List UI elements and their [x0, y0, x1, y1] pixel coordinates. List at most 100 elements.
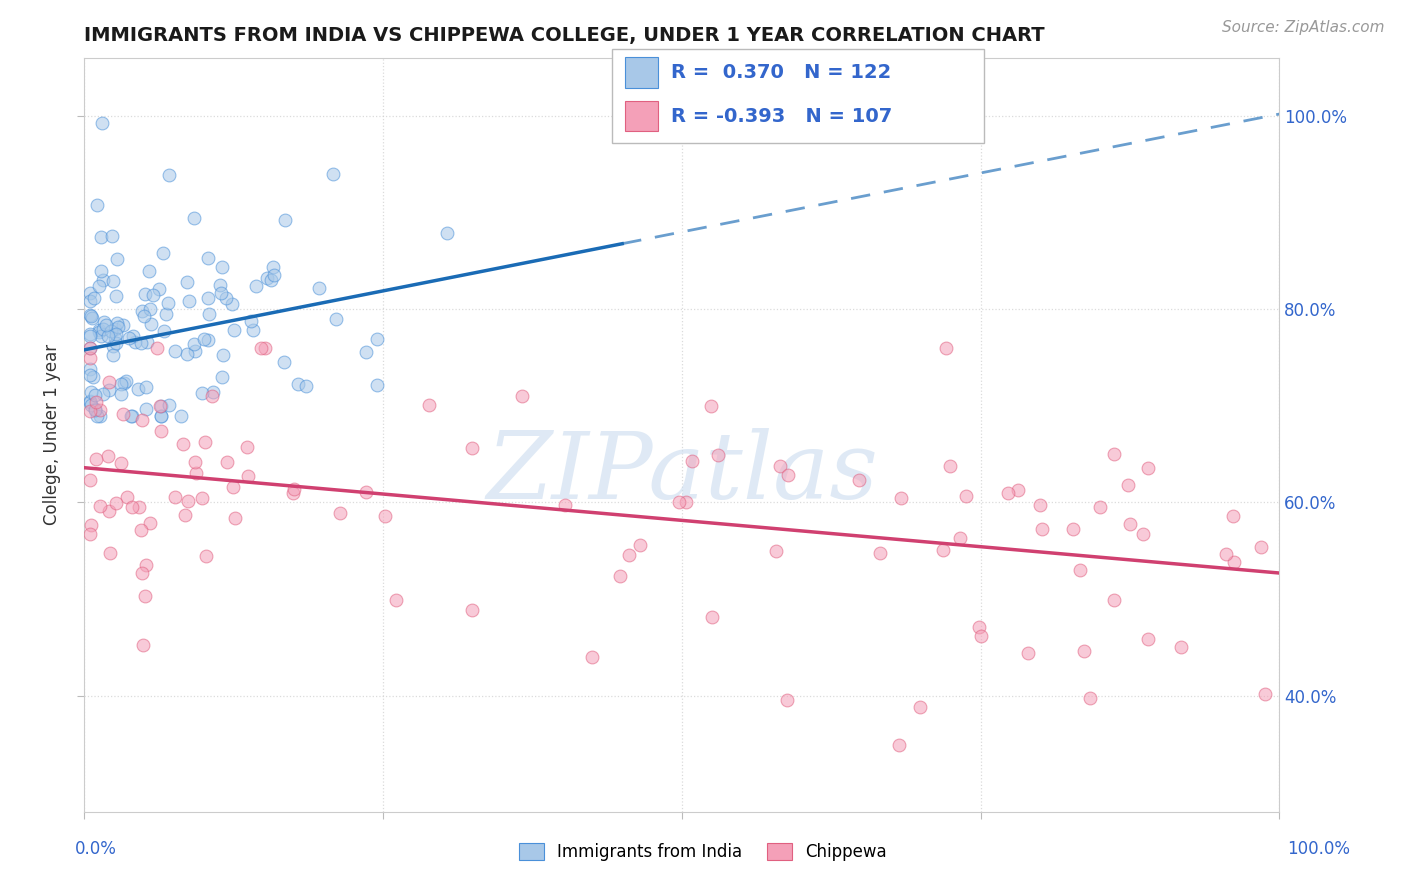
Point: [1118, 517, 1140, 532]
Text: ZIPatlas: ZIPatlas: [486, 427, 877, 517]
Point: [135, 334, 157, 349]
Point: [84, 402, 107, 417]
Point: [82, 311, 104, 326]
Point: [184, 455, 207, 469]
Point: [194, 549, 217, 563]
Point: [107, 320, 129, 334]
Y-axis label: College, Under 1 year: College, Under 1 year: [44, 344, 62, 525]
Point: [183, 211, 205, 226]
Text: 100.0%: 100.0%: [1288, 840, 1350, 858]
Point: [970, 629, 993, 643]
Point: [176, 275, 198, 289]
Point: [110, 376, 132, 391]
Point: [322, 167, 344, 181]
Point: [87, 278, 110, 293]
Point: [89, 499, 111, 513]
Point: [776, 693, 799, 707]
Point: [221, 296, 243, 310]
Text: R =  0.370   N = 122: R = 0.370 N = 122: [671, 63, 891, 82]
Point: [101, 274, 124, 288]
Point: [177, 294, 200, 309]
Point: [165, 343, 187, 358]
Text: 0.0%: 0.0%: [75, 840, 117, 858]
Point: [554, 498, 576, 512]
Point: [242, 323, 264, 337]
Point: [260, 273, 283, 287]
Point: [1137, 460, 1160, 475]
Point: [274, 213, 297, 227]
Point: [83, 291, 105, 305]
Point: [79, 341, 101, 355]
Point: [183, 343, 205, 358]
Point: [134, 589, 156, 603]
Point: [461, 603, 484, 617]
Point: [149, 424, 172, 438]
Point: [325, 312, 347, 326]
Point: [157, 296, 180, 310]
Point: [967, 620, 990, 634]
Point: [890, 491, 912, 506]
Point: [97, 449, 120, 463]
Point: [131, 335, 153, 350]
Point: [461, 441, 484, 455]
Point: [869, 545, 891, 559]
Legend: Immigrants from India, Chippewa: Immigrants from India, Chippewa: [512, 836, 894, 868]
Point: [97, 329, 120, 343]
Point: [700, 399, 723, 413]
Point: [105, 496, 128, 510]
Point: [224, 511, 246, 525]
Point: [191, 385, 214, 400]
Point: [955, 489, 977, 503]
Point: [149, 409, 172, 423]
Point: [510, 389, 533, 403]
Point: [121, 500, 143, 514]
Point: [79, 518, 101, 533]
Point: [90, 329, 112, 343]
Point: [675, 494, 697, 508]
Point: [1073, 644, 1095, 658]
Point: [80, 398, 103, 412]
Point: [1222, 556, 1244, 570]
Point: [79, 351, 101, 365]
Point: [79, 329, 101, 343]
Point: [131, 566, 153, 581]
Point: [138, 264, 160, 278]
Point: [217, 455, 239, 469]
Point: [91, 386, 114, 401]
Point: [79, 327, 101, 342]
Point: [104, 335, 127, 350]
Point: [197, 333, 219, 347]
Point: [222, 323, 245, 337]
Point: [110, 456, 132, 470]
Point: [89, 409, 111, 423]
Point: [132, 638, 155, 652]
Point: [374, 509, 396, 524]
Point: [328, 506, 350, 520]
Point: [105, 316, 128, 330]
Point: [152, 246, 174, 260]
Point: [91, 322, 114, 336]
Point: [127, 382, 149, 396]
Point: [191, 491, 214, 505]
Point: [79, 473, 101, 487]
Point: [609, 569, 631, 583]
Text: IMMIGRANTS FROM INDIA VS CHIPPEWA COLLEGE, UNDER 1 YEAR CORRELATION CHART: IMMIGRANTS FROM INDIA VS CHIPPEWA COLLEG…: [84, 26, 1045, 45]
Point: [1118, 478, 1140, 492]
Point: [211, 260, 233, 275]
Point: [98, 384, 121, 398]
Point: [131, 413, 153, 427]
Point: [89, 402, 111, 417]
Point: [152, 324, 174, 338]
Point: [194, 435, 217, 450]
Point: [84, 402, 107, 417]
Point: [149, 399, 172, 413]
Point: [79, 285, 101, 300]
Point: [239, 314, 262, 328]
Point: [165, 490, 187, 504]
Point: [366, 331, 388, 345]
Point: [198, 308, 221, 322]
Point: [82, 370, 104, 384]
Point: [79, 361, 101, 376]
Point: [308, 281, 330, 295]
Point: [112, 376, 135, 390]
